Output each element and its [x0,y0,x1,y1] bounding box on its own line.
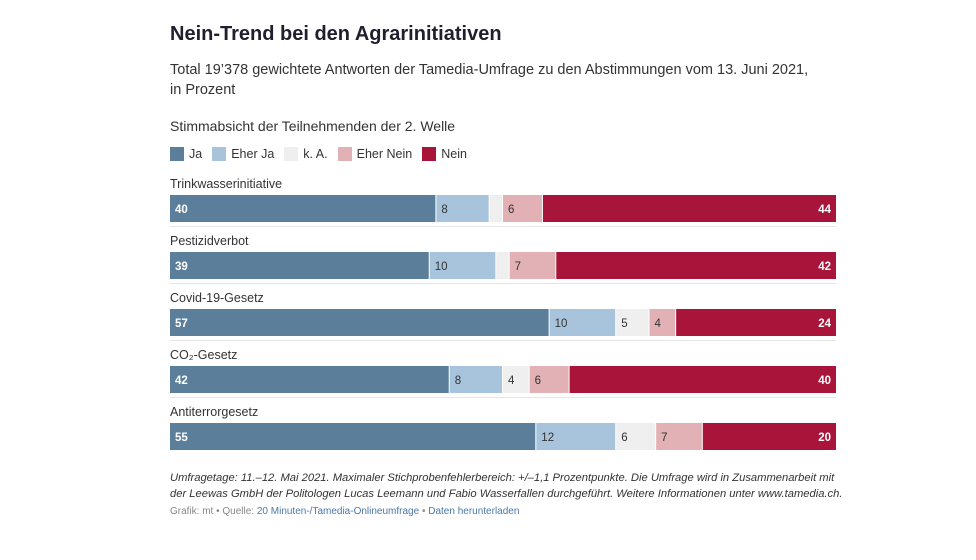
category-label: Antiterrorgesetz [170,405,258,419]
source-separator: • [419,506,429,517]
data-label: 6 [621,432,627,444]
legend-item-k-a: k. A. [284,147,328,161]
bar-segment [529,366,569,393]
legend-item-eher-nein: Eher Nein [337,147,413,161]
category-label: CO₂-Gesetz [170,348,237,362]
data-label: 39 [175,261,188,273]
data-label: 8 [455,375,461,387]
bar-segment [702,423,836,450]
legend-item-eher-ja: Eher Ja [212,147,274,161]
chart-title: Nein-Trend bei den Agrarinitiativen [170,23,502,45]
legend-item-ja: Ja [170,147,202,161]
data-label: 24 [818,318,831,330]
bar-segment [429,252,496,279]
data-label: 55 [175,432,188,444]
data-label: 7 [515,261,521,273]
data-label: 6 [508,204,514,216]
legend-swatch [422,147,437,161]
data-label: 40 [175,204,188,216]
legend-swatch [170,147,184,161]
bar-segment [449,366,502,393]
data-label: 4 [508,375,515,387]
bar-segment [170,195,436,222]
data-label: 8 [441,204,447,216]
bar-segment [556,252,836,279]
footnote: Umfragetage: 11.–12. Mai 2021. Maximaler… [170,472,843,500]
bar-segment [676,309,836,336]
bar-segment [569,366,836,393]
data-label: 42 [175,375,188,387]
category-label: Trinkwasserinitiative [170,177,282,191]
download-data-link[interactable]: Daten herunterladen [428,506,520,517]
bar-segment [503,195,542,222]
data-label: 57 [175,318,188,330]
data-label: 12 [541,432,554,444]
legend-label: Nein [441,147,467,161]
bar-segment [536,423,616,450]
data-label: 20 [818,432,831,444]
source-link[interactable]: 20 Minuten-/Tamedia-Onlineumfrage [256,506,420,517]
legend-item-nein: Nein [422,147,467,161]
bar-segment [649,309,676,336]
bar-segment [549,309,616,336]
source-prefix: Grafik: mt • Quelle: [170,506,257,517]
bar-segment [496,252,509,279]
data-label: 10 [435,261,448,273]
bar-segment [170,423,536,450]
bar-segment [436,195,489,222]
legend-swatch [212,147,227,161]
category-label: Pestizidverbot [170,234,249,248]
bar-segment [170,309,549,336]
bar-segment [656,423,702,450]
data-label: 5 [621,318,627,330]
data-label: 44 [818,204,831,216]
data-label: 7 [661,432,667,444]
legend: Ja Eher Ja k. A. Eher Nein Nein [170,147,477,161]
legend-swatch [284,147,299,161]
bar-segment [170,366,449,393]
bar-segment [616,423,656,450]
category-label: Covid-19-Gesetz [170,291,264,305]
bar-segment [489,195,502,222]
data-label: 4 [655,318,662,330]
data-label: 40 [818,375,831,387]
legend-label: Eher Ja [231,147,275,161]
section-title: Stimmabsicht der Teilnehmenden der 2. We… [170,118,456,134]
data-label: 42 [818,261,831,273]
bar-segment [170,252,429,279]
legend-label: Ja [189,147,203,161]
source-line: Grafik: mt • Quelle: 20 Minuten-/Tamedia… [170,506,519,517]
legend-label: k. A. [303,147,328,161]
chart-subtitle: Total 19’378 gewichtete Antworten der Ta… [170,62,809,98]
bar-segment [616,309,649,336]
legend-label: Eher Nein [356,147,413,161]
bar-segment [503,366,529,393]
bar-segment [509,252,556,279]
bar-segment [542,195,836,222]
data-label: 10 [555,318,568,330]
data-label: 6 [535,375,541,387]
legend-swatch [337,147,352,161]
